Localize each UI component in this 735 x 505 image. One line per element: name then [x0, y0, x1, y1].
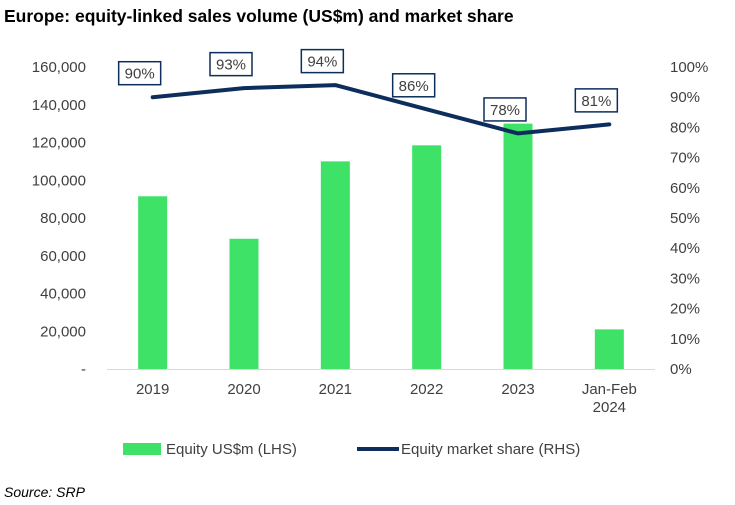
legend-label-bar: Equity US$m (LHS)	[166, 441, 297, 458]
market-share-line	[150, 83, 612, 136]
data-label: 86%	[399, 78, 429, 95]
left-tick-label: 20,000	[40, 323, 86, 340]
data-label-box	[574, 88, 619, 113]
bar-2020	[229, 238, 259, 369]
bar-series	[138, 123, 624, 369]
bar-2021	[320, 161, 350, 369]
left-tick-label: 160,000	[32, 59, 86, 76]
data-label: 90%	[125, 66, 155, 83]
data-label: 94%	[307, 54, 337, 71]
data-labels: 90% 93% 94% 86% 78% 81%	[117, 48, 619, 122]
data-label-box	[300, 48, 345, 74]
data-label: 78%	[490, 102, 520, 119]
x-tick-label: 2020	[227, 381, 260, 398]
right-tick-label: 30%	[670, 270, 700, 287]
left-tick-label: 120,000	[32, 135, 86, 152]
left-tick-label: 40,000	[40, 286, 86, 303]
right-tick-label: 50%	[670, 210, 700, 227]
right-tick-label: 60%	[670, 180, 700, 197]
legend: Equity US$m (LHS) Equity market share (RH…	[123, 441, 580, 458]
left-tick-label: 140,000	[32, 97, 86, 114]
right-tick-label: 10%	[670, 331, 700, 348]
legend-label-line: Equity market share (RHS)	[401, 441, 580, 458]
data-label-box	[117, 60, 162, 86]
line-series	[150, 83, 612, 136]
bar-2023	[503, 123, 533, 369]
right-tick-label: 100%	[670, 59, 708, 76]
right-tick-label: 40%	[670, 240, 700, 257]
right-tick-label: 90%	[670, 89, 700, 106]
x-tick-label: 2023	[501, 381, 534, 398]
x-tick-label: 2022	[410, 381, 443, 398]
bar-2019	[138, 196, 168, 369]
data-label-box	[209, 51, 253, 77]
x-tick-label: Jan-Feb 2024	[582, 381, 637, 416]
right-tick-label: 0%	[670, 361, 692, 378]
left-tick-label: 80,000	[40, 210, 86, 227]
source-note: Source: SRP	[4, 484, 85, 500]
x-axis: 2019 2020 2021 2022 2023 Jan-Feb 2024	[107, 369, 655, 416]
right-tick-label: 80%	[670, 119, 700, 136]
right-tick-label: 20%	[670, 301, 700, 318]
legend-swatch-bar	[123, 443, 161, 455]
left-tick-label: -	[81, 361, 86, 378]
x-tick-label: 2019	[136, 381, 169, 398]
data-label: 81%	[581, 93, 611, 110]
right-axis: 0% 10% 20% 30% 40% 50% 60% 70% 80% 90% 100%	[670, 59, 708, 378]
x-tick-label: 2021	[319, 381, 352, 398]
left-tick-label: 60,000	[40, 248, 86, 265]
chart-title: Europe: equity-linked sales volume (US$m…	[4, 6, 514, 26]
left-tick-label: 100,000	[32, 172, 86, 189]
left-axis: - 20,000 40,000 60,000 80,000 100,000 120,000 1…	[32, 59, 86, 378]
right-tick-label: 70%	[670, 150, 700, 167]
data-label-box	[391, 73, 436, 98]
bar-Jan-Feb 2024	[594, 329, 624, 369]
data-label-box	[483, 97, 527, 122]
bar-2022	[412, 145, 442, 369]
data-label: 93%	[216, 57, 246, 74]
